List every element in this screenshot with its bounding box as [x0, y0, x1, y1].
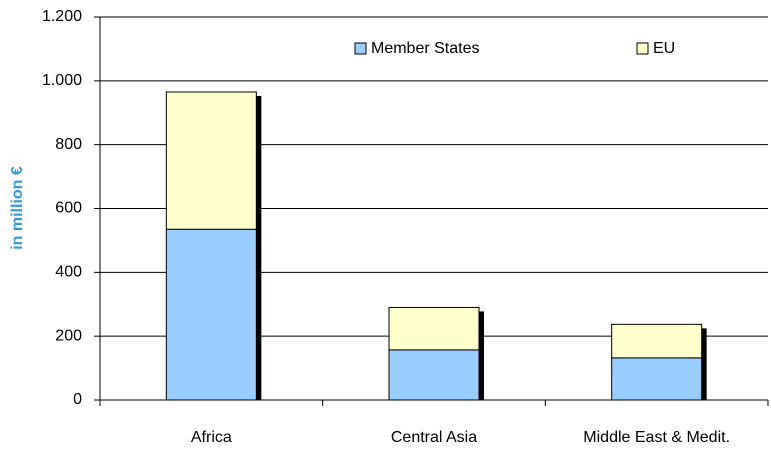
bar-segment	[388, 349, 480, 401]
y-tick-label: 0	[73, 391, 82, 408]
legend-label: EU	[653, 40, 675, 57]
x-tick-label: Central Asia	[391, 429, 477, 446]
legend-swatch	[354, 42, 367, 55]
y-axis-label: in million €	[9, 166, 26, 250]
y-tick-label: 400	[55, 264, 82, 281]
bar-segment	[165, 91, 257, 230]
y-tick-label: 1.000	[42, 72, 82, 89]
x-tick-label: Middle East & Medit.	[583, 429, 730, 446]
bar-segment	[165, 228, 257, 401]
bar-segment	[611, 357, 703, 401]
x-tick-label: Africa	[191, 429, 232, 446]
bar-segment	[388, 306, 480, 351]
y-tick-label: 200	[55, 327, 82, 344]
y-tick-label: 800	[55, 136, 82, 153]
y-tick-label: 1.200	[42, 8, 82, 25]
legend-label: Member States	[371, 40, 479, 57]
bar-segment	[611, 323, 703, 359]
y-tick-label: 600	[55, 200, 82, 217]
legend-swatch	[636, 42, 649, 55]
